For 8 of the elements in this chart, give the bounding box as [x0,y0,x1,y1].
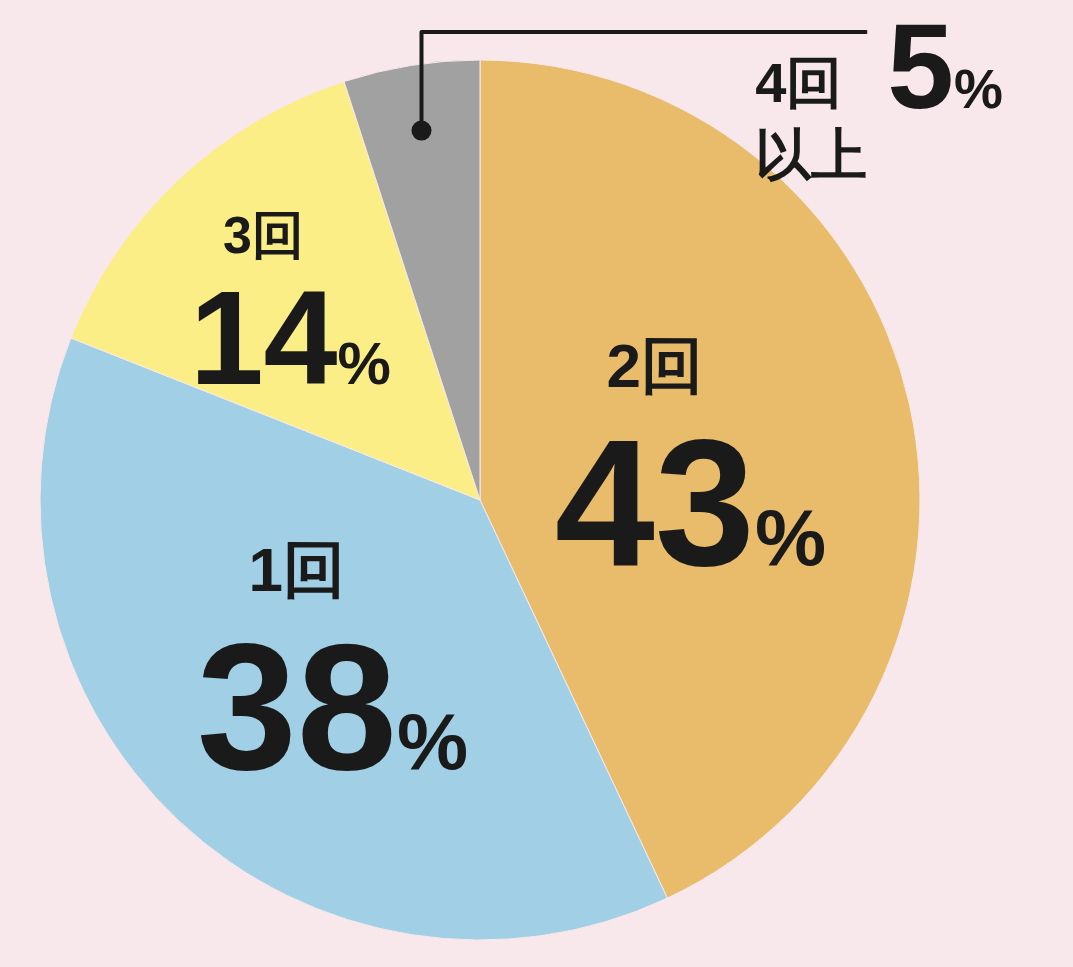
slice-label: 2回 [606,330,704,400]
data-label: 38% [196,606,469,808]
data-label: 14% [189,263,391,412]
data-label: 43% [554,401,827,603]
data-label: 5% [887,0,1003,133]
slice-label: 3回 [223,205,305,264]
slice-label: 4回以上 [755,51,868,186]
slice-label: 1回 [248,535,346,605]
